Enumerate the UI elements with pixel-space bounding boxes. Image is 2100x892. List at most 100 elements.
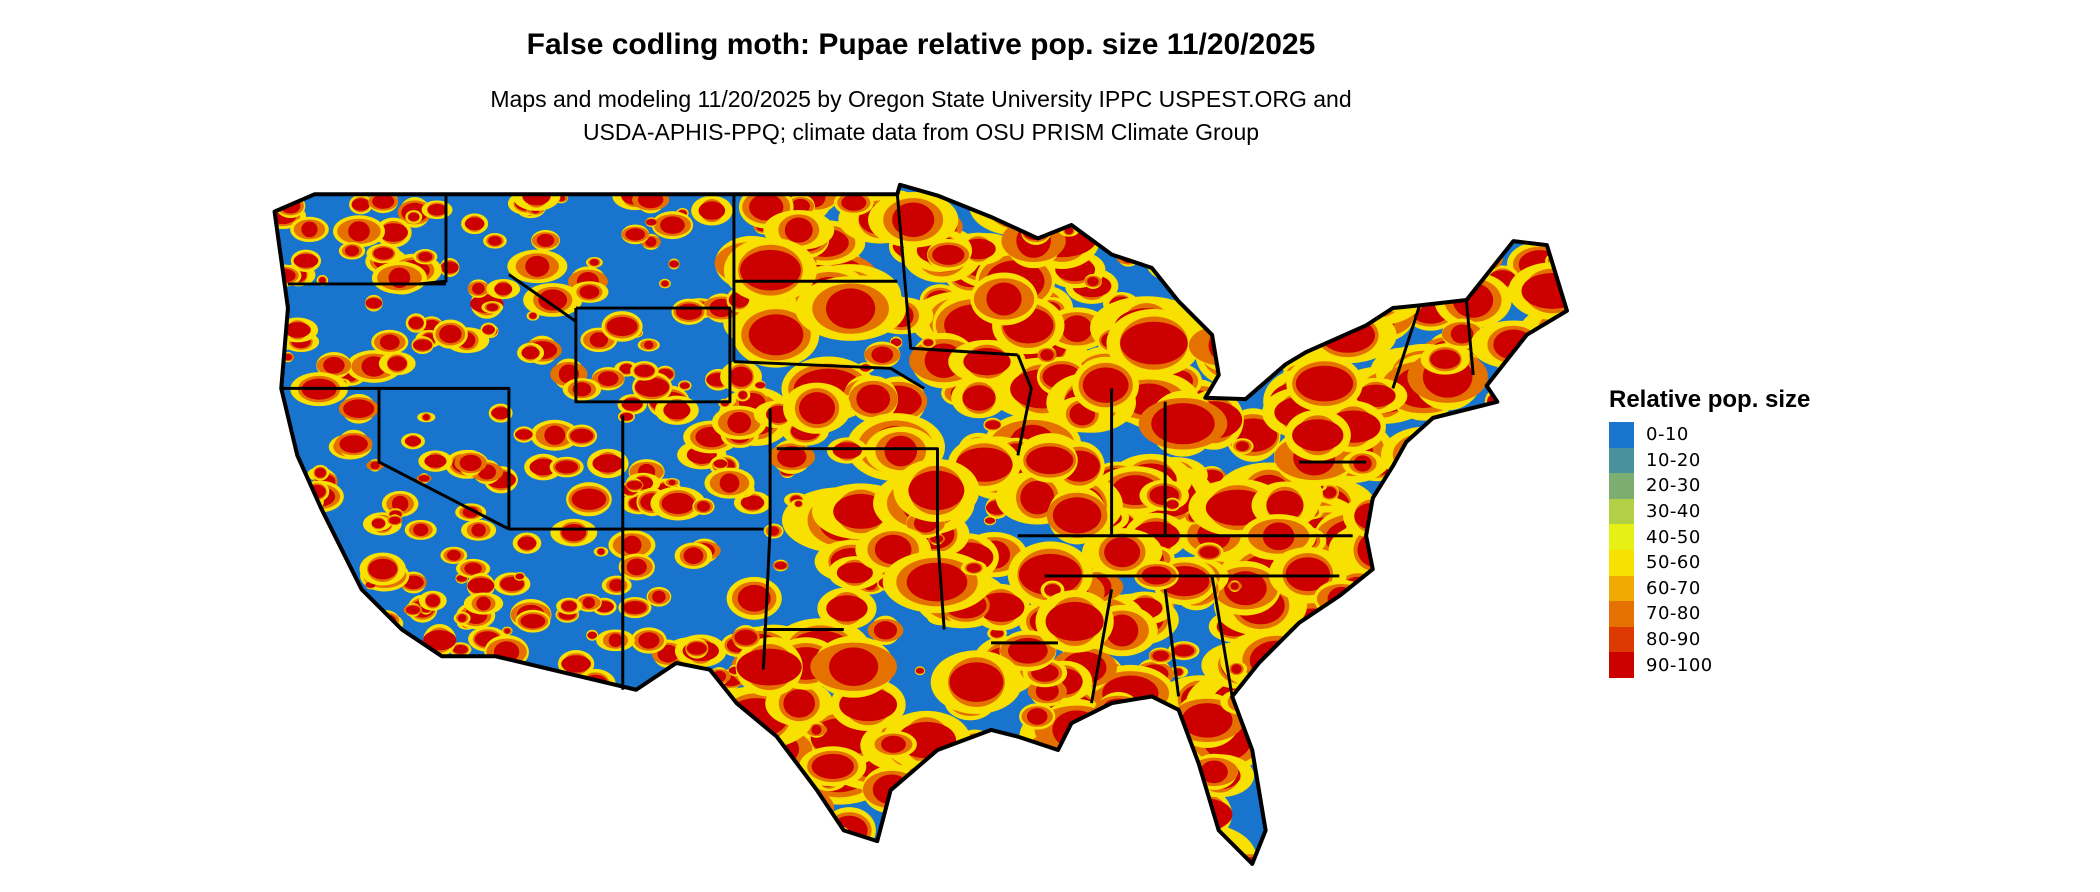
- population-patch: [644, 340, 654, 350]
- population-patch: [1364, 603, 1416, 640]
- population-patch: [1313, 299, 1340, 316]
- population-patch: [461, 812, 482, 827]
- population-patch: [923, 339, 934, 346]
- population-patch: [1467, 478, 1520, 527]
- population-patch: [397, 859, 430, 864]
- population-patch: [536, 233, 555, 247]
- population-patch: [440, 261, 459, 274]
- population-patch: [1304, 249, 1346, 283]
- population-patch: [669, 729, 692, 745]
- population-patch: [1508, 204, 1532, 222]
- population-patch: [1504, 473, 1541, 503]
- population-patch: [1433, 634, 1503, 682]
- population-patch: [892, 202, 935, 238]
- population-patch: [1323, 249, 1333, 257]
- legend-swatch: [1609, 422, 1634, 448]
- population-patch: [1534, 805, 1567, 830]
- population-patch: [1377, 264, 1443, 303]
- population-patch: [1355, 741, 1477, 810]
- population-patch: [969, 838, 995, 860]
- population-patch: [1120, 221, 1147, 245]
- population-patch: [674, 858, 710, 864]
- population-patch: [1518, 697, 1539, 715]
- population-patch: [1450, 421, 1469, 437]
- population-patch: [1092, 757, 1108, 772]
- population-patch: [1420, 842, 1478, 864]
- population-patch: [1470, 746, 1523, 786]
- population-patch: [1458, 484, 1500, 524]
- population-patch: [439, 324, 462, 344]
- population-patch: [719, 836, 743, 851]
- population-patch: [680, 687, 721, 716]
- population-patch: [1300, 709, 1309, 717]
- legend-label: 30-40: [1646, 501, 1701, 523]
- population-patch: [1285, 557, 1330, 592]
- population-patch: [537, 672, 557, 690]
- population-patch: [1395, 271, 1425, 296]
- population-patch: [345, 245, 359, 257]
- population-patch: [1441, 702, 1464, 722]
- population-patch: [1411, 798, 1451, 823]
- population-patch: [538, 289, 568, 311]
- population-patch: [1254, 226, 1299, 254]
- population-patch: [1241, 248, 1293, 299]
- population-patch: [561, 523, 587, 542]
- population-patch: [1364, 283, 1391, 304]
- population-patch: [1441, 760, 1534, 812]
- population-patch: [1320, 257, 1428, 327]
- population-patch: [1250, 184, 1307, 210]
- population-patch: [589, 259, 599, 266]
- population-patch: [1443, 734, 1550, 797]
- population-patch: [1255, 233, 1276, 247]
- population-patch: [683, 690, 718, 713]
- population-patch: [645, 236, 657, 247]
- population-patch: [1378, 578, 1442, 627]
- population-patch: [1363, 649, 1406, 673]
- population-patch: [326, 579, 356, 602]
- population-patch: [605, 784, 646, 811]
- legend-item: 80-90: [1609, 626, 1810, 653]
- population-patch: [1522, 495, 1543, 512]
- population-patch: [288, 566, 298, 574]
- population-patch: [1304, 744, 1316, 752]
- population-patch: [771, 827, 806, 858]
- population-patch: [1535, 669, 1567, 709]
- population-patch: [585, 764, 608, 783]
- population-patch: [1498, 772, 1515, 785]
- population-patch: [651, 863, 666, 864]
- population-patch: [1399, 189, 1434, 223]
- population-patch: [1497, 227, 1518, 247]
- population-patch: [1087, 778, 1167, 828]
- population-patch: [295, 551, 341, 577]
- population-patch: [1473, 539, 1545, 584]
- population-patch: [1357, 275, 1373, 287]
- population-patch: [776, 784, 811, 815]
- population-patch: [1386, 268, 1434, 299]
- population-patch: [330, 603, 342, 611]
- population-patch: [1529, 486, 1567, 518]
- population-patch: [1387, 556, 1432, 598]
- population-patch: [1302, 848, 1336, 864]
- population-patch: [987, 184, 1022, 201]
- population-patch: [1386, 543, 1408, 558]
- population-patch: [1454, 720, 1479, 741]
- population-patch: [582, 750, 623, 778]
- population-patch: [1292, 419, 1344, 452]
- population-patch: [1527, 756, 1551, 772]
- population-patch: [1033, 825, 1101, 864]
- population-patch: [274, 517, 282, 530]
- population-patch: [450, 799, 472, 815]
- population-patch: [1415, 581, 1464, 620]
- legend-item: 50-60: [1609, 549, 1810, 576]
- population-patch: [1501, 476, 1544, 500]
- population-patch: [1418, 681, 1431, 691]
- population-patch: [351, 703, 392, 728]
- population-patch: [563, 781, 582, 796]
- population-patch: [1403, 678, 1426, 692]
- population-patch: [582, 841, 615, 864]
- population-patch: [476, 596, 491, 611]
- population-patch: [974, 184, 1035, 208]
- population-patch: [1473, 791, 1546, 858]
- population-patch: [915, 667, 924, 674]
- state-border: [733, 360, 925, 390]
